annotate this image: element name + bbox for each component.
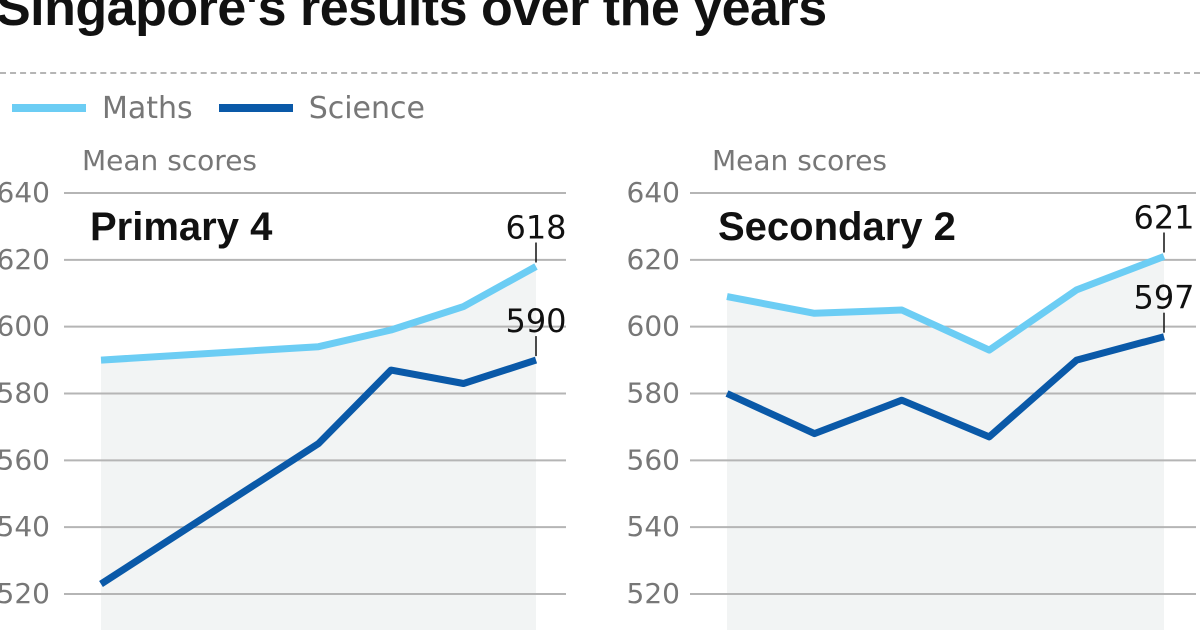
title-divider	[0, 72, 1200, 74]
y-tick-label: 600	[627, 310, 680, 343]
series-line-science	[99, 356, 538, 587]
y-tick-label: 600	[0, 310, 50, 343]
legend: Maths Science	[12, 86, 451, 130]
y-tick-label: 520	[0, 577, 50, 610]
legend-label-maths: Maths	[102, 90, 193, 126]
legend-swatch-science	[218, 104, 293, 112]
legend-item-maths: Maths	[12, 91, 193, 126]
y-tick-label: 580	[0, 377, 50, 410]
panel-title: Secondary 2	[718, 205, 956, 249]
y-tick-label: 620	[0, 243, 50, 276]
y-tick-label: 580	[627, 377, 680, 410]
y-tick-label: 560	[0, 443, 50, 476]
data-label-science: 590	[505, 302, 566, 340]
y-axis-unit: Mean scores	[712, 144, 887, 177]
series-line-maths	[726, 253, 1166, 354]
y-tick-label: 560	[627, 443, 680, 476]
y-tick-label: 640	[627, 176, 680, 209]
plot-shade	[101, 266, 536, 630]
series-line-maths	[100, 263, 538, 364]
y-tick-label: 540	[627, 510, 680, 543]
series-line-science	[725, 333, 1165, 441]
y-tick-label: 640	[0, 176, 50, 209]
chart-panel-0: 520 540 560 580 600 620 640 Mean scores Primary …	[0, 144, 567, 630]
y-axis-unit: Mean scores	[82, 144, 257, 177]
plot-shade	[727, 256, 1164, 630]
y-tick-label: 540	[0, 510, 50, 543]
legend-item-science: Science	[218, 90, 425, 126]
y-tick-label: 520	[627, 577, 680, 610]
panel-title: Primary 4	[90, 205, 273, 249]
data-label-maths: 618	[505, 209, 566, 247]
data-label-science: 597	[1133, 279, 1194, 317]
y-tick-label: 620	[627, 243, 680, 276]
legend-swatch-maths	[12, 104, 86, 112]
data-label-maths: 621	[1133, 198, 1194, 236]
chart-panel-1: 520 540 560 580 600 620 640 Mean scores Secondar…	[627, 144, 1196, 630]
legend-label-science: Science	[308, 90, 425, 126]
page-title: Singapore's results over the years	[0, 0, 827, 37]
